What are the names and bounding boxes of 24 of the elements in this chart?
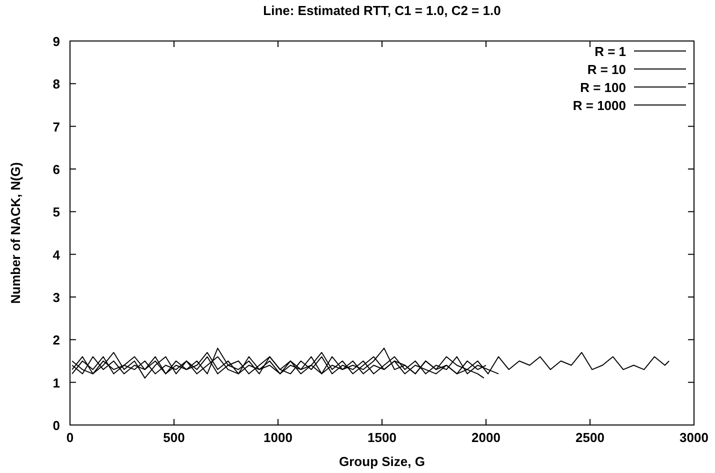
x-axis-title: Group Size, G [339, 454, 425, 469]
y-tick-label: 7 [52, 119, 60, 134]
y-tick-label: 6 [52, 162, 60, 177]
legend-label: R = 1 [594, 44, 626, 59]
x-tick-label: 1500 [368, 430, 396, 445]
y-tick-label: 0 [52, 418, 60, 433]
y-tick-label: 8 [52, 76, 60, 92]
y-tick-label: 9 [52, 34, 60, 49]
y-tick-label: 3 [52, 290, 60, 305]
x-tick-label: 1000 [264, 430, 292, 445]
legend-label: R = 100 [580, 80, 626, 95]
y-tick-label: 4 [52, 247, 61, 262]
y-tick-label: 2 [52, 332, 60, 348]
x-tick-label: 3000 [680, 430, 708, 445]
y-axis-title: Number of NACK, N(G) [8, 162, 23, 304]
y-tick-label: 5 [52, 204, 60, 220]
chart-title: Line: Estimated RTT, C1 = 1.0, C2 = 1.0 [263, 3, 501, 18]
legend-label: R = 1000 [572, 98, 626, 113]
x-tick-label: 500 [163, 430, 185, 445]
x-tick-label: 2000 [472, 430, 500, 445]
x-tick-label: 0 [66, 430, 74, 445]
legend-label: R = 10 [587, 62, 626, 77]
y-tick-label: 1 [52, 375, 60, 390]
x-tick-label: 2500 [576, 430, 604, 445]
